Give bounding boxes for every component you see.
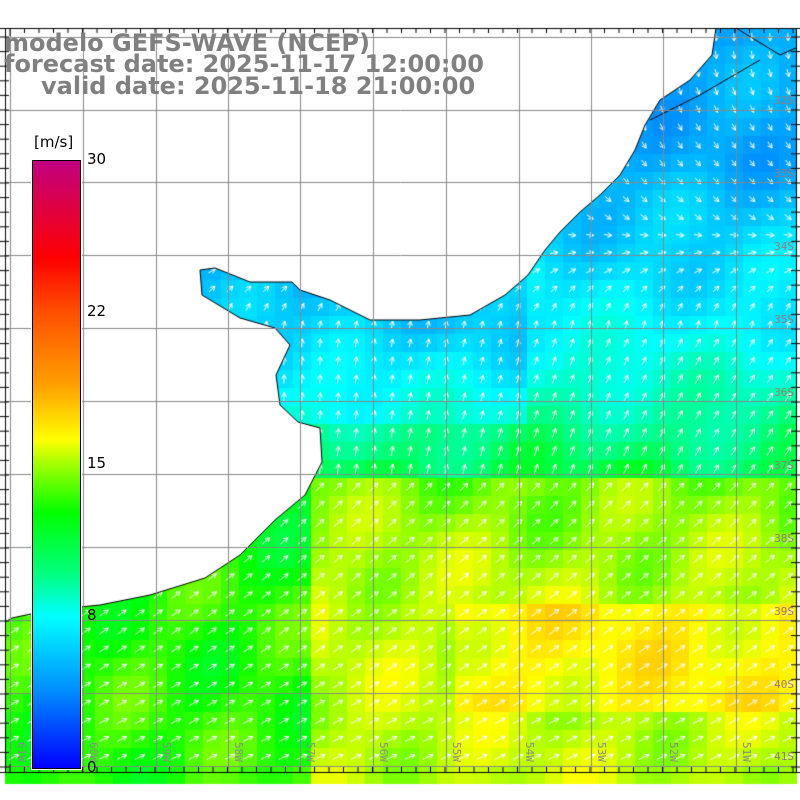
lat-label: 33S xyxy=(774,167,794,180)
lon-label: 59W xyxy=(160,742,173,762)
colorbar-tick: 30 xyxy=(87,150,107,168)
lat-label: 38S xyxy=(774,532,794,545)
title-valid-date: valid date: 2025-11-18 21:00:00 xyxy=(41,72,476,100)
lat-label: 36S xyxy=(774,386,794,399)
title-model: modelo GEFS-WAVE (NCEP) xyxy=(4,29,370,57)
colorbar-tick: 15 xyxy=(87,454,107,472)
colorbar-tick: 0 xyxy=(87,758,97,776)
lat-label: 35S xyxy=(774,313,794,326)
lon-label: 55W xyxy=(450,742,463,762)
lat-label: 34S xyxy=(774,240,794,253)
lon-label: 53W xyxy=(595,742,608,762)
colorbar xyxy=(31,159,82,770)
lat-label: 37S xyxy=(774,459,794,472)
lon-label: 52W xyxy=(667,742,680,762)
lon-label: 54W xyxy=(523,742,536,762)
colorbar-tick: 8 xyxy=(87,606,97,624)
colorbar-unit: [m/s] xyxy=(34,133,74,151)
lon-label: 57W xyxy=(304,742,317,762)
lat-label: 39S xyxy=(774,605,794,618)
colorbar-tick: 22 xyxy=(87,302,107,320)
lat-label: 40S xyxy=(774,678,794,691)
lat-label: 32S xyxy=(774,94,794,107)
title-forecast-date: forecast date: 2025-11-17 12:00:00 xyxy=(4,50,484,78)
lon-label: 58W xyxy=(232,742,245,762)
lon-label: 51W xyxy=(740,742,753,762)
lat-label: 41S xyxy=(774,750,794,763)
lon-label: 56W xyxy=(377,742,390,762)
lon-label: 61W xyxy=(15,742,28,762)
